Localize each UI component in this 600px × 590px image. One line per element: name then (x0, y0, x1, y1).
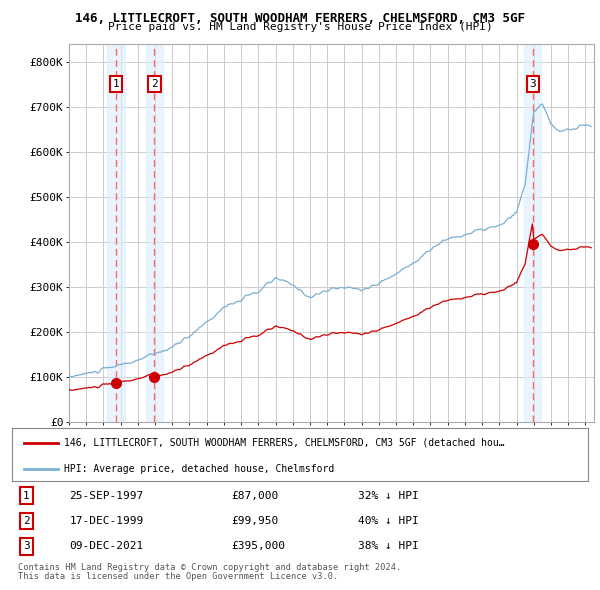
Text: £99,950: £99,950 (231, 516, 278, 526)
Text: 25-SEP-1997: 25-SEP-1997 (70, 491, 144, 501)
Bar (107, 44, 125, 422)
Text: 2: 2 (151, 79, 158, 89)
Text: 3: 3 (529, 79, 536, 89)
Text: HPI: Average price, detached house, Chelmsford: HPI: Average price, detached house, Chel… (64, 464, 334, 474)
Text: 1: 1 (23, 491, 30, 501)
Text: 146, LITTLECROFT, SOUTH WOODHAM FERRERS, CHELMSFORD, CM3 5GF (detached hou…: 146, LITTLECROFT, SOUTH WOODHAM FERRERS,… (64, 438, 505, 448)
Text: 2: 2 (23, 516, 30, 526)
Bar (524, 44, 541, 422)
Text: 38% ↓ HPI: 38% ↓ HPI (358, 541, 418, 551)
Text: £395,000: £395,000 (231, 541, 285, 551)
Text: Price paid vs. HM Land Registry's House Price Index (HPI): Price paid vs. HM Land Registry's House … (107, 22, 493, 32)
Text: 32% ↓ HPI: 32% ↓ HPI (358, 491, 418, 501)
Text: 09-DEC-2021: 09-DEC-2021 (70, 541, 144, 551)
Text: £87,000: £87,000 (231, 491, 278, 501)
Text: 3: 3 (23, 541, 30, 551)
Text: Contains HM Land Registry data © Crown copyright and database right 2024.: Contains HM Land Registry data © Crown c… (18, 563, 401, 572)
Text: 1: 1 (113, 79, 119, 89)
Bar (146, 44, 163, 422)
Text: 17-DEC-1999: 17-DEC-1999 (70, 516, 144, 526)
Text: 146, LITTLECROFT, SOUTH WOODHAM FERRERS, CHELMSFORD, CM3 5GF: 146, LITTLECROFT, SOUTH WOODHAM FERRERS,… (75, 12, 525, 25)
Text: This data is licensed under the Open Government Licence v3.0.: This data is licensed under the Open Gov… (18, 572, 338, 581)
Text: 40% ↓ HPI: 40% ↓ HPI (358, 516, 418, 526)
